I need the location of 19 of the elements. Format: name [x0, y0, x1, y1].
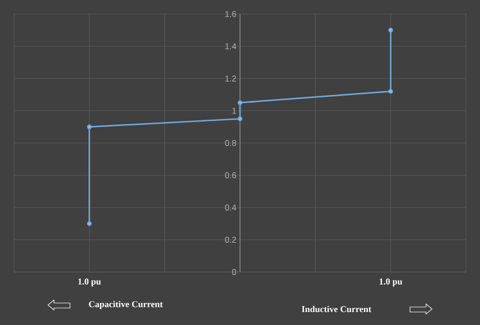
point [388, 28, 394, 32]
y-tick-label: 1 [232, 108, 236, 114]
x-tick-label: 1.0 pu [380, 278, 402, 286]
y-tick-label: 0.6 [225, 172, 236, 178]
y-tick-label: 1.6 [225, 11, 236, 17]
text: Inductive Current [302, 306, 372, 312]
point [238, 116, 242, 122]
point [388, 89, 394, 94]
point [86, 124, 92, 130]
x-tick-label: 1.0 pu [78, 278, 101, 286]
point [86, 221, 92, 226]
point [238, 100, 242, 106]
y-tick-label: 0 [232, 269, 236, 275]
y-tick-label: 1.4 [225, 43, 236, 50]
y-tick-label: 1.2 [225, 76, 236, 82]
y-tick-label: 0.4 [225, 204, 236, 210]
text: Capacitive Current [88, 300, 163, 310]
y-tick-label: 0.8 [225, 140, 236, 146]
y-tick-label: 0.2 [225, 236, 236, 243]
